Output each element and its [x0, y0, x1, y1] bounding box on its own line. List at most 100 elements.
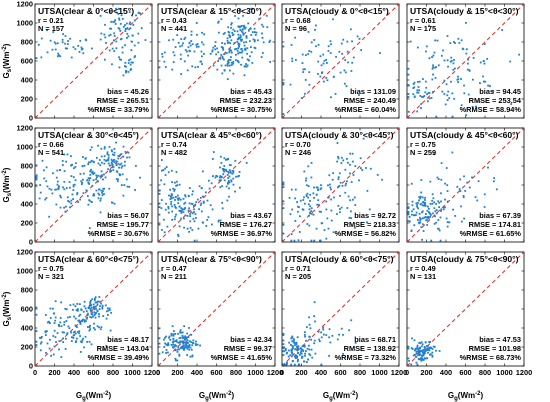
data-point — [107, 158, 110, 161]
data-point — [226, 39, 229, 42]
data-point — [317, 199, 320, 202]
data-point — [426, 349, 429, 351]
data-point — [326, 79, 329, 82]
data-point — [76, 193, 78, 196]
data-point — [447, 90, 450, 93]
data-point — [89, 170, 92, 173]
data-point — [74, 317, 77, 320]
data-point — [128, 156, 131, 159]
data-point — [160, 179, 162, 182]
data-point — [113, 147, 116, 150]
data-point — [50, 354, 52, 357]
panel-title: UTSA(cloudy & 30°<θ<45°) — [285, 130, 394, 140]
data-point — [322, 326, 325, 329]
data-point — [179, 53, 182, 56]
data-point — [158, 342, 161, 345]
data-point — [109, 27, 111, 30]
data-point — [349, 163, 351, 166]
data-point — [110, 170, 112, 172]
data-point — [282, 207, 285, 210]
data-point — [82, 156, 84, 158]
data-point — [331, 178, 334, 181]
data-point — [327, 196, 330, 199]
data-point — [101, 174, 103, 177]
data-point — [63, 188, 66, 191]
data-point — [75, 309, 78, 312]
data-point — [230, 22, 233, 24]
data-point — [482, 80, 485, 83]
data-point — [189, 215, 192, 218]
data-point — [66, 196, 69, 199]
data-point — [309, 205, 312, 208]
data-point — [435, 349, 437, 352]
data-point — [291, 208, 294, 211]
data-point — [48, 347, 51, 350]
data-point — [354, 165, 357, 168]
data-point — [45, 351, 47, 354]
data-point — [109, 33, 112, 36]
data-point — [310, 176, 313, 179]
data-point — [230, 51, 233, 54]
data-point — [230, 49, 233, 52]
data-point — [337, 204, 340, 207]
n-value: N = 321 — [38, 272, 64, 281]
data-point — [189, 220, 192, 223]
data-point — [90, 343, 93, 346]
data-point — [127, 71, 130, 73]
data-point — [307, 203, 310, 206]
data-point — [312, 213, 315, 216]
rmse-value: RMSE = 265.51 — [97, 96, 149, 105]
data-point — [59, 194, 62, 197]
data-point — [88, 227, 91, 229]
data-point — [200, 202, 203, 205]
data-point — [487, 166, 489, 169]
data-point — [295, 59, 297, 61]
data-point — [197, 65, 199, 68]
data-point — [446, 184, 449, 187]
data-point — [342, 159, 345, 162]
data-point — [83, 300, 86, 303]
data-point — [177, 233, 179, 236]
data-point — [177, 202, 180, 205]
data-point — [51, 48, 54, 51]
data-point — [336, 160, 339, 163]
data-point — [234, 159, 237, 162]
data-point — [313, 186, 315, 189]
data-point — [224, 158, 227, 161]
data-point — [227, 177, 230, 179]
data-point — [127, 35, 130, 38]
data-point — [79, 335, 81, 337]
data-point — [290, 239, 293, 242]
data-point — [299, 347, 302, 350]
data-point — [191, 65, 194, 68]
bias-value: bias = 94.45 — [479, 87, 521, 96]
data-point — [120, 153, 123, 155]
data-point — [212, 151, 215, 153]
data-point — [95, 156, 98, 159]
data-point — [97, 300, 100, 303]
y-tick-label: 1000 — [17, 267, 33, 276]
y-tick-label: 200 — [21, 219, 33, 228]
x-tick-label: 1000 — [247, 368, 263, 377]
data-point — [113, 21, 116, 23]
data-point — [184, 335, 187, 338]
data-point — [448, 97, 451, 100]
data-point — [228, 175, 231, 178]
data-point — [338, 184, 341, 187]
data-point — [320, 184, 322, 187]
data-point — [108, 49, 111, 52]
data-point — [339, 194, 341, 197]
data-point — [167, 211, 170, 214]
data-point — [172, 346, 175, 349]
data-point — [296, 201, 299, 203]
data-point — [416, 219, 419, 221]
data-point — [325, 334, 328, 337]
data-point — [87, 161, 90, 164]
data-point — [40, 37, 43, 40]
data-point — [118, 58, 121, 61]
data-point — [422, 352, 425, 355]
data-point — [245, 41, 248, 43]
data-point — [183, 208, 186, 211]
data-point — [66, 47, 69, 50]
data-point — [160, 169, 163, 172]
